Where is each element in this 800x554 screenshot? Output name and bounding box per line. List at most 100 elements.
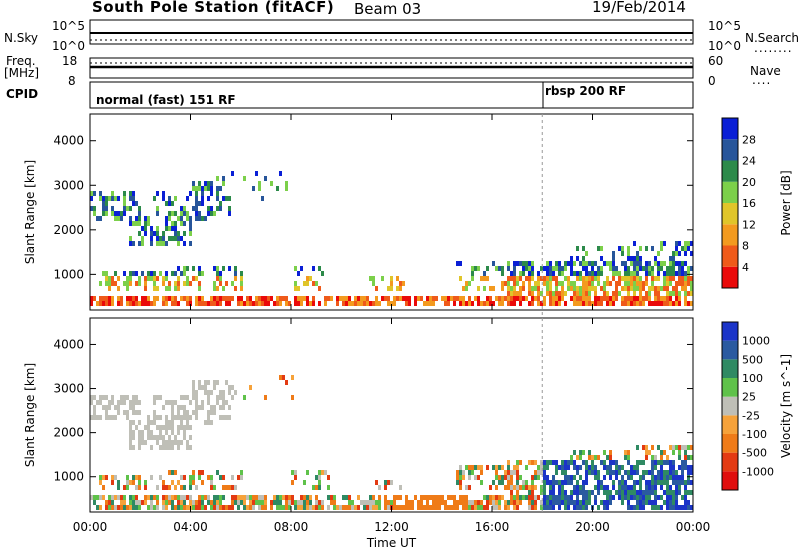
- echo-cell: [285, 505, 288, 510]
- echo-cell: [465, 505, 468, 510]
- echo-cell: [636, 500, 639, 505]
- echo-cell: [588, 470, 591, 475]
- echo-cell: [165, 226, 168, 231]
- echo-cell: [594, 301, 597, 306]
- echo-cell: [408, 296, 411, 301]
- echo-cell: [504, 470, 507, 475]
- echo-cell: [555, 261, 558, 266]
- echo-cell: [192, 385, 195, 390]
- echo-cell: [270, 500, 273, 505]
- echo-cell: [216, 301, 219, 306]
- colorbar-segment: [722, 378, 738, 397]
- echo-cell: [501, 281, 504, 286]
- echo-cell: [687, 455, 690, 460]
- echo-cell: [630, 485, 633, 490]
- echo-cell: [129, 206, 132, 211]
- echo-cell: [603, 281, 606, 286]
- echo-cell: [231, 475, 234, 480]
- echo-cell: [213, 495, 216, 500]
- echo-cell: [99, 216, 102, 221]
- echo-cell: [627, 460, 630, 465]
- echo-cell: [186, 495, 189, 500]
- echo-cell: [123, 400, 126, 405]
- echo-cell: [246, 301, 249, 306]
- echo-cell: [129, 271, 132, 276]
- echo-cell: [252, 500, 255, 505]
- echo-cell: [597, 266, 600, 271]
- colorbar-tick-label: -100: [742, 428, 767, 441]
- echo-cell: [636, 505, 639, 510]
- echo-cell: [267, 301, 270, 306]
- echo-cell: [489, 301, 492, 306]
- echo-cell: [510, 485, 513, 490]
- echo-cell: [612, 296, 615, 301]
- echo-cell: [243, 495, 246, 500]
- echo-cell: [585, 286, 588, 291]
- echo-cell: [558, 495, 561, 500]
- echo-cell: [90, 296, 93, 301]
- echo-cell: [579, 505, 582, 510]
- echo-cell: [663, 500, 666, 505]
- echo-cell: [672, 261, 675, 266]
- echo-cell: [684, 281, 687, 286]
- echo-cell: [168, 211, 171, 216]
- echo-cell: [648, 485, 651, 490]
- echo-cell: [177, 505, 180, 510]
- echo-cell: [666, 296, 669, 301]
- echo-cell: [459, 475, 462, 480]
- echo-cell: [597, 301, 600, 306]
- echo-cell: [159, 236, 162, 241]
- echo-cell: [171, 221, 174, 226]
- echo-cell: [639, 286, 642, 291]
- echo-cell: [666, 301, 669, 306]
- echo-cell: [582, 480, 585, 485]
- echo-cell: [144, 221, 147, 226]
- echo-cell: [432, 301, 435, 306]
- echo-cell: [357, 495, 360, 500]
- echo-cell: [123, 211, 126, 216]
- echo-cell: [669, 505, 672, 510]
- echo-cell: [213, 485, 216, 490]
- echo-cell: [576, 286, 579, 291]
- echo-cell: [186, 445, 189, 450]
- echo-cell: [162, 196, 165, 201]
- echo-cell: [648, 296, 651, 301]
- echo-cell: [234, 266, 237, 271]
- echo-cell: [132, 400, 135, 405]
- echo-cell: [531, 296, 534, 301]
- echo-cell: [348, 505, 351, 510]
- echo-cell: [453, 296, 456, 301]
- echo-cell: [666, 475, 669, 480]
- echo-cell: [585, 505, 588, 510]
- echo-cell: [336, 301, 339, 306]
- echo-cell: [552, 296, 555, 301]
- echo-cell: [294, 475, 297, 480]
- echo-cell: [531, 500, 534, 505]
- colorbar-tick-label: 20: [742, 176, 756, 189]
- echo-cell: [144, 286, 147, 291]
- y-tick-label: 4000: [53, 337, 84, 351]
- echo-cell: [306, 470, 309, 475]
- echo-cell: [180, 395, 183, 400]
- echo-cell: [168, 485, 171, 490]
- colorbar-tick-label: -25: [742, 409, 760, 422]
- cpid-mode-1: normal (fast) 151 RF: [96, 93, 236, 107]
- echo-cell: [585, 271, 588, 276]
- echo-cell: [624, 495, 627, 500]
- echo-cell: [201, 271, 204, 276]
- echo-cell: [570, 460, 573, 465]
- echo-cell: [606, 455, 609, 460]
- echo-cell: [549, 495, 552, 500]
- echo-cell: [423, 495, 426, 500]
- echo-cell: [675, 485, 678, 490]
- echo-cell: [138, 420, 141, 425]
- echo-cell: [549, 485, 552, 490]
- echo-cell: [231, 385, 234, 390]
- echo-cell: [528, 301, 531, 306]
- echo-cell: [486, 495, 489, 500]
- echo-cell: [459, 296, 462, 301]
- echo-cell: [669, 500, 672, 505]
- echo-cell: [459, 500, 462, 505]
- echo-cell: [222, 266, 225, 271]
- echo-cell: [144, 495, 147, 500]
